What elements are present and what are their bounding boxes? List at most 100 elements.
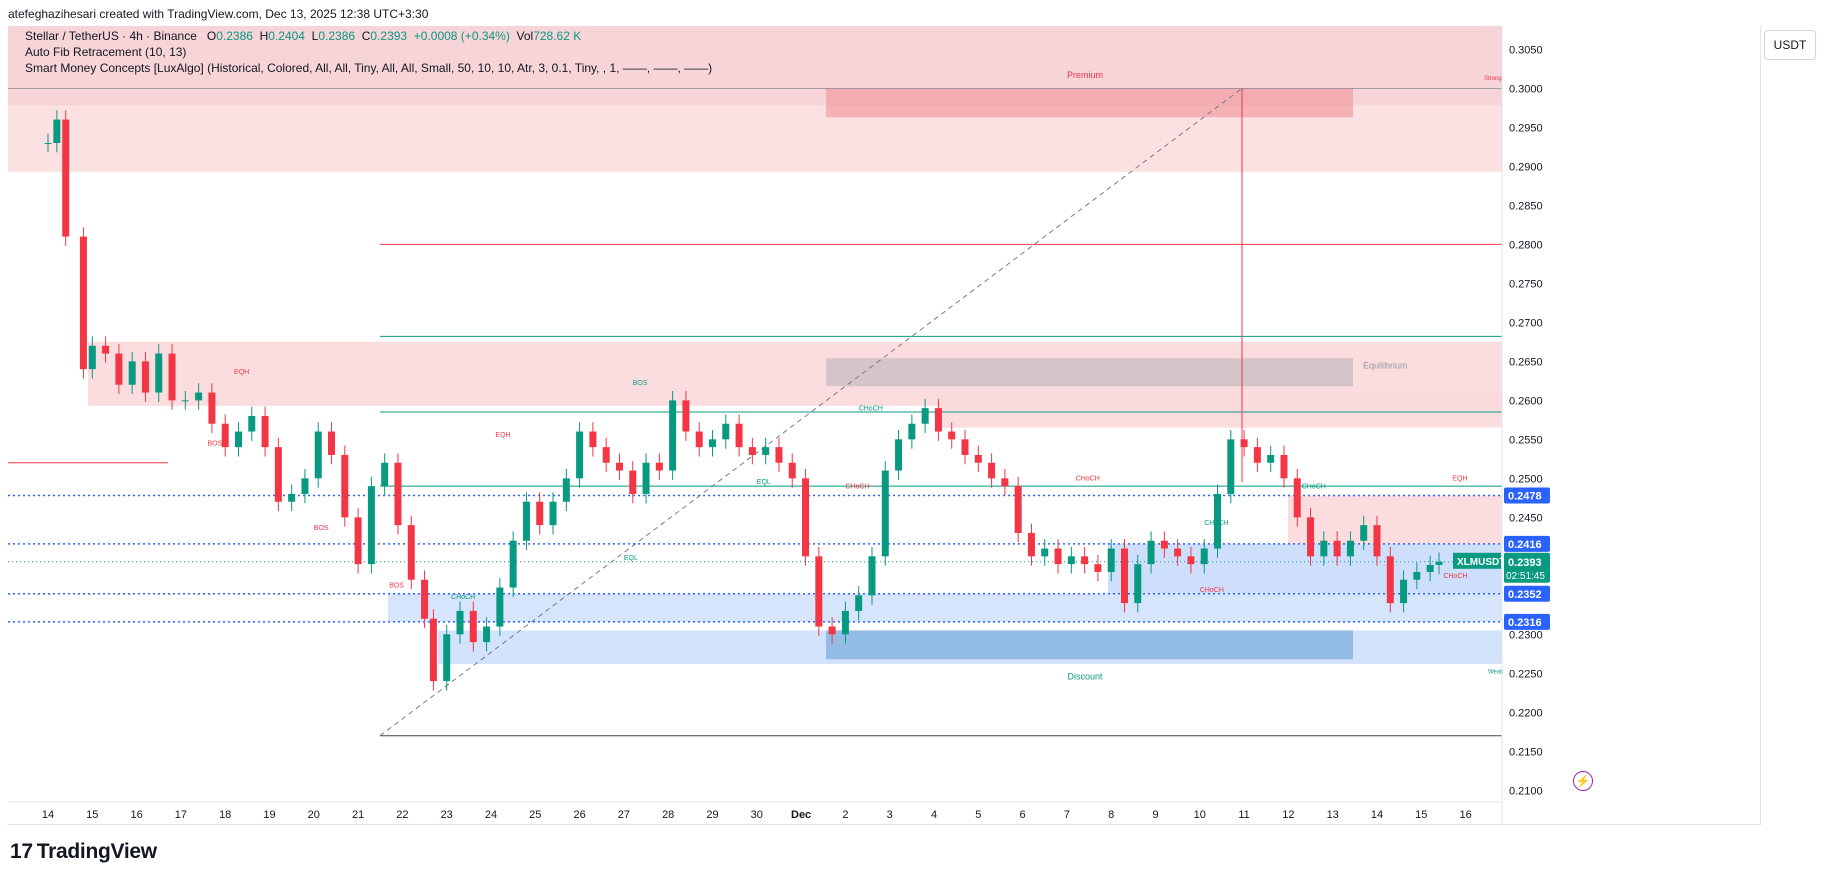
time-tick-label: 17 (175, 809, 187, 821)
candle-body (921, 408, 929, 424)
candle-body (642, 462, 650, 494)
open-label: O (206, 29, 217, 43)
candle-body (1227, 439, 1235, 494)
structure-label: CHoCH (1443, 573, 1467, 580)
candle-body (1360, 525, 1368, 541)
price-tick-label: 0.2750 (1509, 278, 1543, 290)
low-label: L (311, 29, 319, 43)
candle-body (261, 415, 269, 448)
time-tick-label: 27 (618, 809, 630, 821)
candle-body (274, 447, 282, 502)
candle-body (221, 423, 229, 448)
candle-body (815, 556, 823, 627)
candle-body (301, 478, 309, 494)
price-tick-label: 0.2300 (1509, 629, 1543, 641)
candle-body (88, 345, 96, 370)
chart-area[interactable]: EQH BOS EQH BOS BOS BOS EQL EQL CHoCH CHoCH CHoCH C… (8, 26, 1761, 825)
candle-body (988, 462, 996, 479)
candle-body (1067, 556, 1075, 565)
candle-body (102, 345, 110, 354)
time-tick-label: 12 (1282, 809, 1294, 821)
candle-body (974, 454, 982, 463)
price-tick-label: 0.2450 (1509, 512, 1543, 524)
price-tick-label: 0.2100 (1509, 785, 1543, 797)
tradingview-logo[interactable]: 17 TradingView (10, 840, 157, 864)
candle-body (141, 361, 149, 393)
price-chart[interactable]: EQH BOS EQH BOS BOS BOS EQL EQL CHoCH CHoCH CHoCH C… (8, 26, 1760, 824)
close-value: 0.2393 (370, 29, 408, 43)
candle-body (168, 353, 176, 401)
candle-body (576, 431, 584, 479)
candle-body (1400, 579, 1408, 604)
time-tick-label: 3 (887, 809, 893, 821)
structure-label: EQH (234, 369, 249, 376)
candle-body (1027, 532, 1035, 557)
candle-body (407, 525, 415, 580)
open-value: 0.2386 (216, 29, 253, 43)
structure-label: CHoCH (1204, 520, 1228, 527)
time-tick-label: 23 (441, 809, 453, 821)
candle-body (1174, 548, 1182, 557)
candle-body (722, 423, 730, 440)
candle-body (1280, 454, 1288, 479)
candle-body (128, 361, 136, 385)
candle-body (354, 517, 362, 565)
volume-value: 728.62 K (533, 29, 582, 43)
price-tag-box (1504, 585, 1550, 602)
time-tick-label: 25 (529, 809, 541, 821)
legend-symbol-title[interactable]: Stellar / TetherUS · 4h · Binance (25, 29, 197, 43)
structure-label: BOS (389, 583, 404, 590)
candle-body (1081, 556, 1089, 565)
candle-body (908, 423, 916, 440)
time-tick-label: 28 (662, 809, 674, 821)
candle-body (1147, 540, 1155, 565)
price-tick-label: 0.2200 (1509, 707, 1543, 719)
structure-label: CHoCH (1076, 476, 1100, 483)
symbol-tag-box (1453, 552, 1501, 569)
structure-label: BOS (207, 441, 222, 448)
change-value: +0.0008 (+0.34%) (413, 29, 510, 43)
candle-body (248, 415, 256, 432)
candle-body (429, 618, 437, 682)
currency-selector[interactable]: USDT (1764, 30, 1816, 60)
structure-label: EQH (1452, 476, 1467, 483)
candle-body (341, 454, 349, 518)
candle-body (895, 439, 903, 471)
time-tick-label: 13 (1327, 809, 1339, 821)
time-tick-label: 15 (86, 809, 98, 821)
equilibrium-zone (826, 358, 1353, 387)
high-label: H (259, 29, 269, 43)
time-tick-label: 4 (931, 809, 937, 821)
candle-body (421, 579, 429, 619)
equilibrium-label: Equilibrium (1363, 360, 1408, 370)
demand-zone-2 (388, 593, 1502, 622)
candle-body (589, 431, 597, 448)
price-tag-box (1504, 613, 1550, 630)
indicator-smc-legend[interactable]: Smart Money Concepts [LuxAlgo] (Historic… (25, 61, 713, 75)
price-tick-label: 0.2850 (1509, 200, 1543, 212)
structure-label: CHoCH (1200, 587, 1224, 594)
strong-high-block (826, 88, 1353, 118)
last-price-box (1504, 552, 1550, 583)
candle-body (181, 400, 189, 402)
lightning-icon[interactable]: ⚡ (1573, 771, 1593, 791)
candle-body (1054, 548, 1062, 565)
candle-body (1160, 540, 1168, 549)
low-value: 0.2386 (318, 29, 356, 43)
indicator-fib-legend[interactable]: Auto Fib Retracement (10, 13) (25, 45, 187, 59)
price-tick-label: 0.2950 (1509, 122, 1543, 134)
price-tick-label: 0.2900 (1509, 161, 1543, 173)
candle-body (483, 626, 491, 643)
time-tick-label: 30 (751, 809, 763, 821)
candle-body (1120, 548, 1128, 604)
time-tick-label: 5 (975, 809, 981, 821)
candle-body (1413, 571, 1421, 580)
candle-body (53, 119, 61, 143)
price-tag-text: 0.2352 (1508, 589, 1542, 601)
time-tick-label: 6 (1020, 809, 1026, 821)
time-tick-label: 9 (1152, 809, 1158, 821)
time-tick-label: 29 (706, 809, 718, 821)
time-tick-label: 11 (1238, 809, 1249, 821)
supply-zone-2 (938, 394, 1502, 428)
candle-body (709, 439, 716, 448)
